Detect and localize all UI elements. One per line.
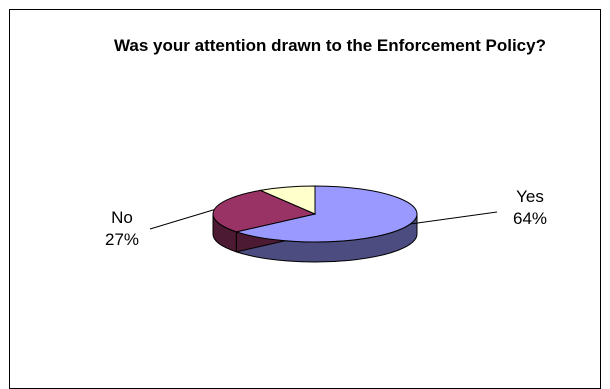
leader-line — [410, 211, 498, 225]
pie-slice-no — [212, 189, 317, 233]
slice-label-value: 64% — [513, 209, 547, 228]
slice-label-name: No — [111, 208, 133, 227]
slice-label-value: 27% — [105, 230, 139, 249]
pie-chart: Yes 64% No 27% — [105, 185, 547, 263]
chart-title: Was your attention drawn to the Enforcem… — [114, 36, 546, 55]
slice-label-name: Yes — [516, 187, 544, 206]
leader-line — [149, 209, 215, 230]
chart-area: Was your attention drawn to the Enforcem… — [9, 9, 601, 389]
pie-slice-yes — [234, 185, 418, 243]
pie-slice-other — [258, 185, 316, 215]
